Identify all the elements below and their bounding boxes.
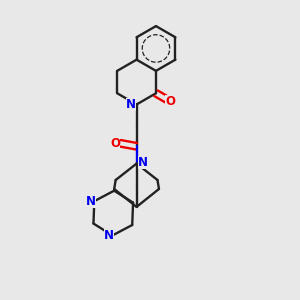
Text: N: N	[138, 156, 148, 169]
Text: O: O	[165, 95, 175, 108]
Text: N: N	[104, 229, 114, 242]
Text: O: O	[110, 137, 120, 150]
Text: N: N	[86, 195, 96, 208]
Text: N: N	[126, 98, 136, 111]
